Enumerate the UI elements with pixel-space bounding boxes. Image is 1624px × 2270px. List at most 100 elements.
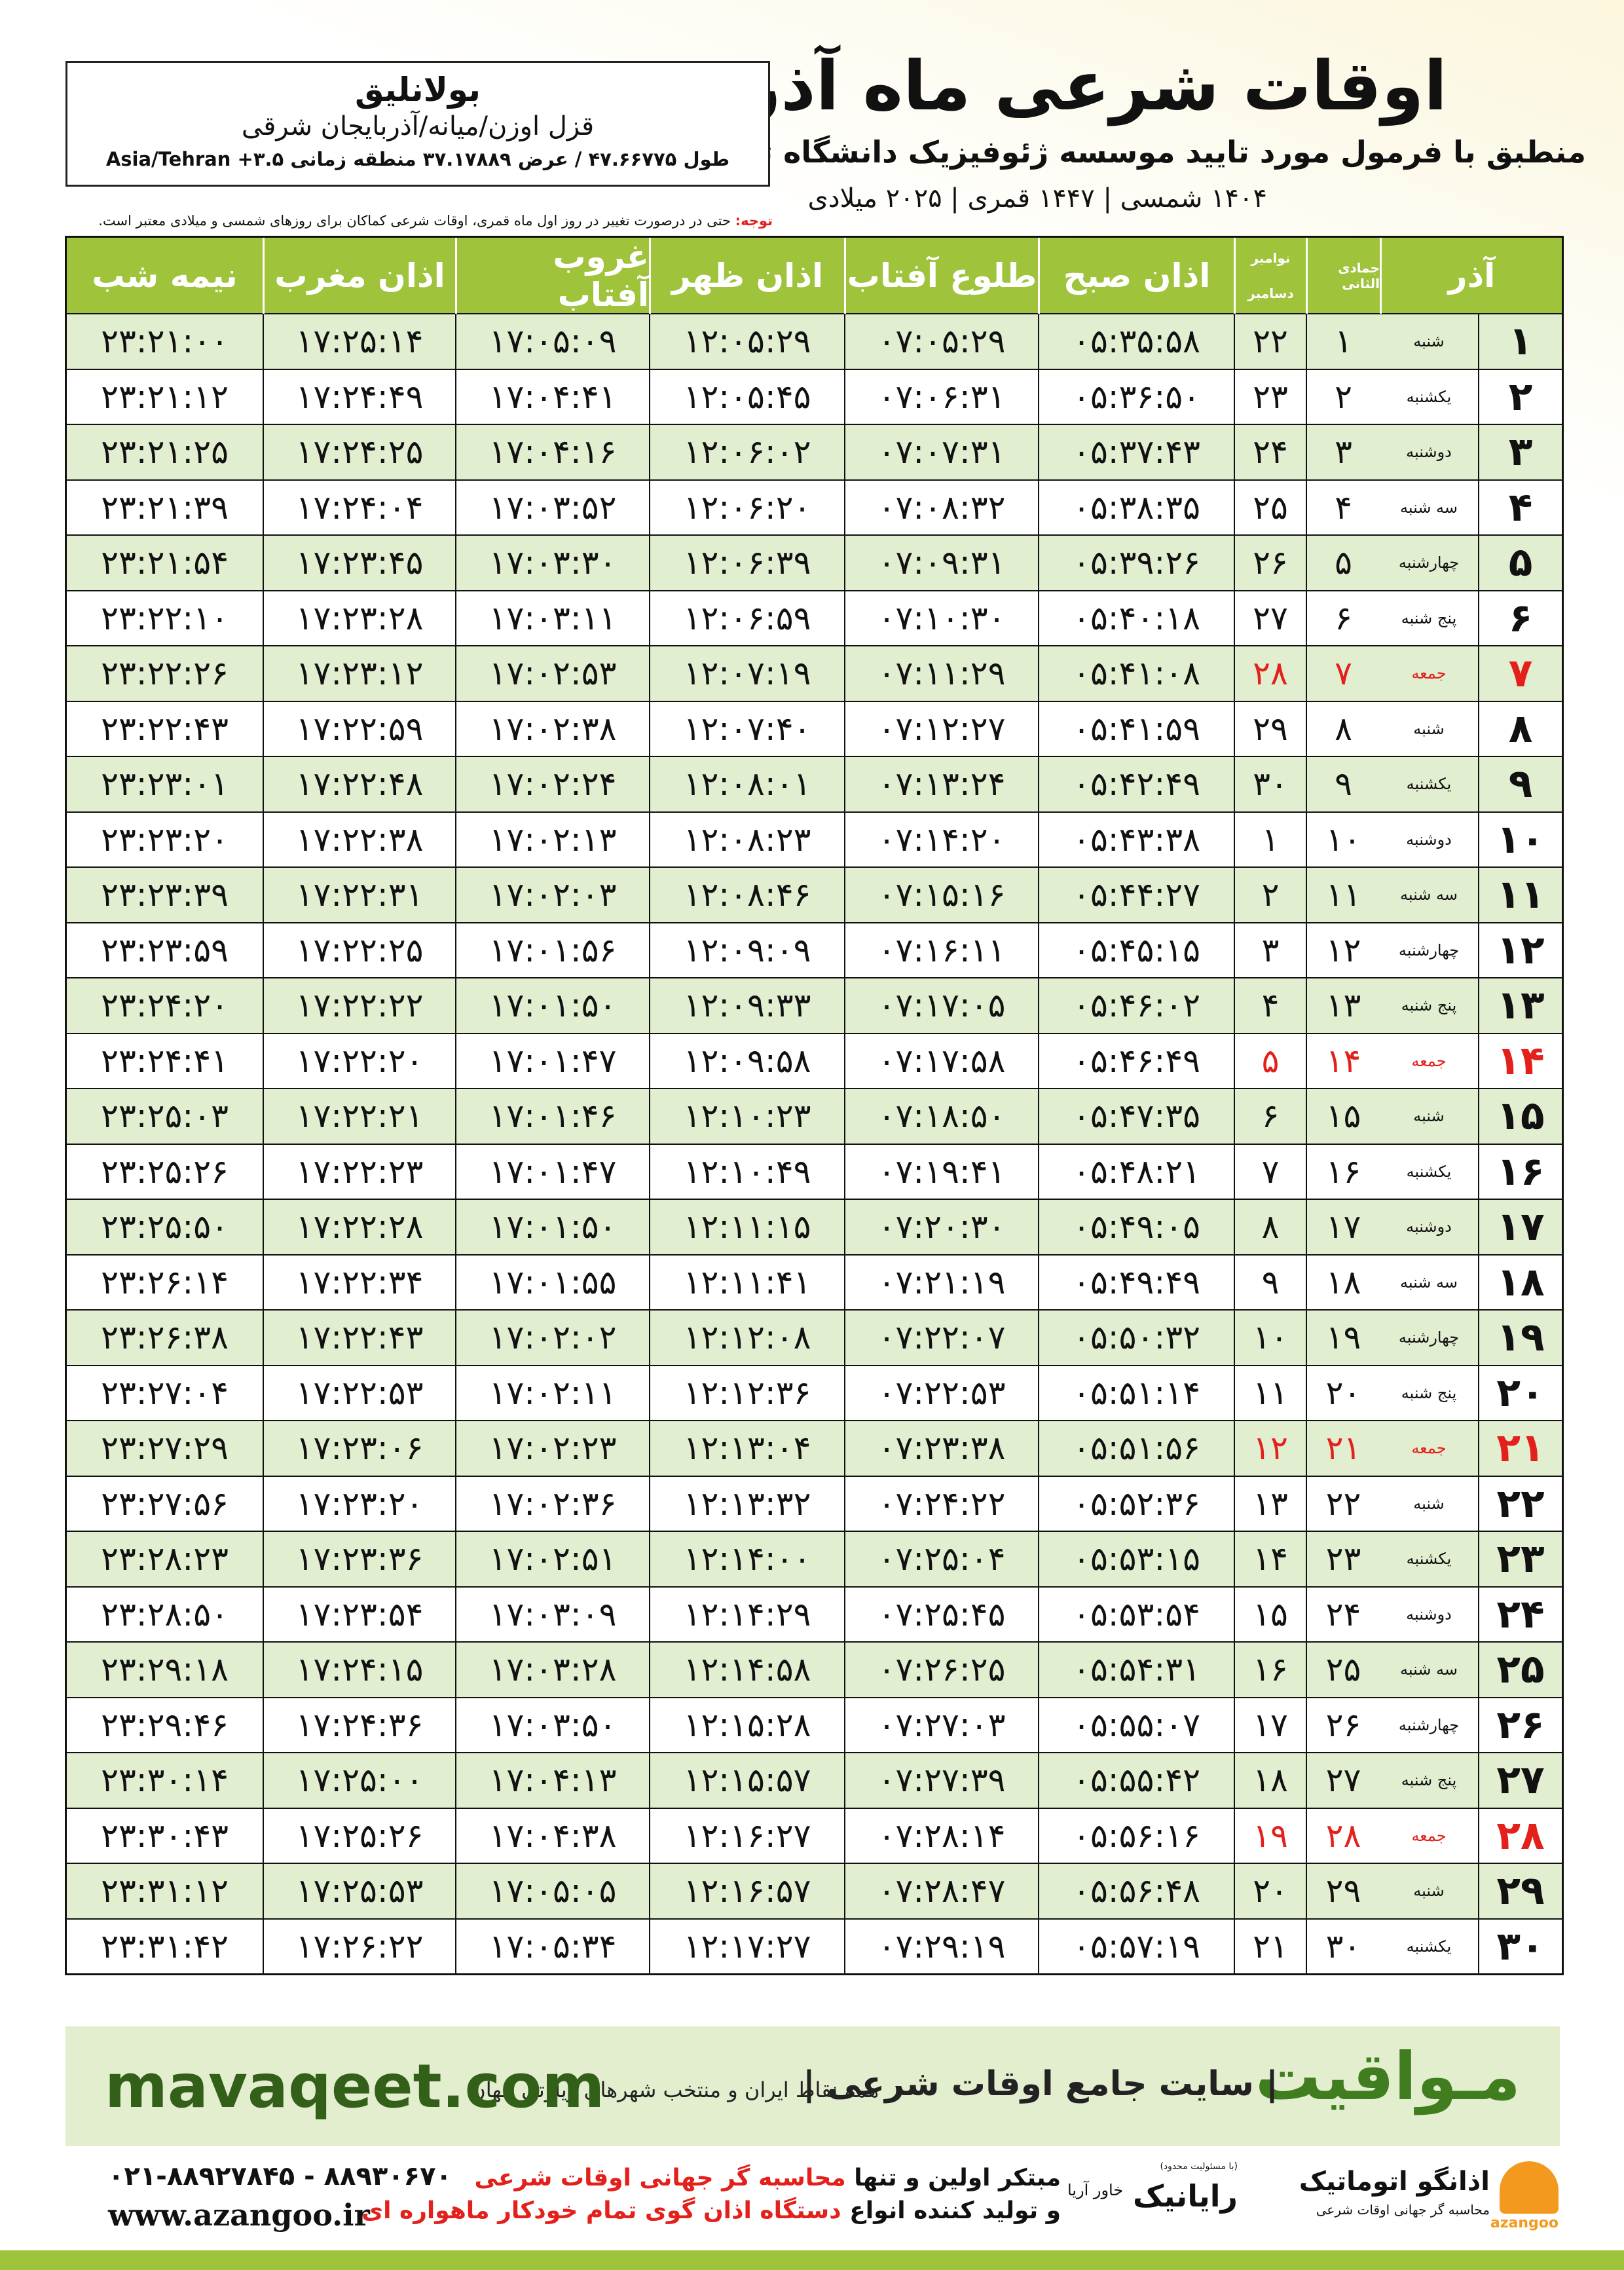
day-cell: جمعه	[1411, 1051, 1447, 1070]
table-row: ۲۶ چهارشنبه ۲۶ ۱۷ ۰۵:۵۵:۰۷ ۰۷:۲۷:۰۳ ۱۲:۱۵:۲۸ ۱۷…	[67, 1696, 1562, 1752]
time-cell: ۰۷:۲۷:۰۳	[844, 1698, 1038, 1752]
time-cell: ۰۵:۴۰:۱۸	[1038, 591, 1234, 645]
time-cell: ۰۵:۵۲:۳۶	[1038, 1476, 1234, 1531]
time-cell: ۱۷:۰۲:۱۳	[455, 812, 649, 866]
time-cell: ۱۲:۱۶:۵۷	[649, 1864, 844, 1918]
day-cell: ۱۸	[1306, 1255, 1380, 1309]
logo-text: (با مسئولیت محدود)	[1160, 2161, 1238, 2172]
time-cell: ۱۷:۲۲:۵۳	[263, 1366, 455, 1420]
day-cell: ۳	[1478, 425, 1562, 479]
time-cell: ۱۷:۲۳:۵۴	[263, 1587, 455, 1641]
time-cell: ۲۳:۲۹:۴۶	[101, 1705, 229, 1744]
time-cell: ۱۷:۰۲:۲۴	[455, 757, 649, 811]
time-cell: ۱۲:۱۵:۲۸	[649, 1698, 844, 1752]
time-cell: ۱۷:۰۱:۴۷	[455, 1144, 649, 1199]
time-cell: ۱۲:۱۰:۲۳	[649, 1089, 844, 1144]
day-cell: ۱۶	[1306, 1144, 1380, 1199]
time-cell: ۱۲:۰۷:۱۹	[649, 646, 844, 701]
header-cell: اذان ظهر	[649, 238, 844, 314]
day-cell: چهارشنبه	[1398, 1328, 1460, 1347]
time-cell: ۰۵:۳۸:۳۵	[1038, 480, 1234, 534]
time-cell: ۲۳:۳۰:۱۴	[101, 1761, 229, 1800]
time-cell: ۱۷:۰۴:۱۳	[455, 1753, 649, 1808]
time-cell: ۰۷:۰۵:۲۹	[844, 314, 1038, 369]
time-cell: ۲۳:۲۳:۳۹	[101, 876, 229, 914]
day-cell: ۱	[1478, 314, 1562, 369]
table-row: ۱۴ جمعه ۱۴ ۵ ۰۵:۴۶:۴۹ ۰۷:۱۷:۵۸ ۱۲:۰۹:۵۸ ۱۷:۰۱:۴…	[67, 1032, 1562, 1088]
website[interactable]: mavaqeet.com	[105, 2051, 605, 2121]
time-cell: ۱۷:۰۳:۳۰	[455, 536, 649, 590]
time-cell: ۰۷:۱۲:۲۷	[844, 701, 1038, 756]
day-cell: ۲۷	[1306, 1753, 1380, 1808]
table-row: ۱۲ چهارشنبه ۱۲ ۳ ۰۵:۴۵:۱۵ ۰۷:۱۶:۱۱ ۱۲:۰۹:۰۹ ۱۷:…	[67, 921, 1562, 977]
time-cell: ۰۷:۲۷:۳۹	[844, 1753, 1038, 1808]
header-cell: طلوع آفتاب	[844, 238, 1038, 314]
time-cell: ۲۳:۲۴:۲۰	[101, 986, 229, 1025]
note: توجه: حتی در درصورت تغییر در روز اول ماه…	[65, 213, 773, 229]
header-text: نوامبر	[1251, 250, 1291, 266]
header-cell: نیمه شب	[92, 257, 238, 295]
time-cell: ۰۷:۲۹:۱۹	[844, 1919, 1038, 1973]
day-cell: ۲۵	[1306, 1643, 1380, 1697]
time-cell: ۰۷:۱۱:۲۹	[844, 646, 1038, 701]
time-cell: ۰۷:۲۲:۵۳	[844, 1366, 1038, 1420]
time-cell: ۰۷:۲۵:۰۴	[844, 1532, 1038, 1586]
time-cell: ۱۲:۰۶:۰۲	[649, 425, 844, 479]
day-cell: ۱۰	[1478, 812, 1562, 866]
day-cell: ۱۲	[1478, 923, 1562, 977]
day-cell: ۱۵	[1234, 1587, 1306, 1641]
time-cell: ۲۳:۲۶:۱۴	[101, 1263, 229, 1301]
day-cell: ۲۹	[1306, 1864, 1380, 1918]
time-cell: ۱۷:۰۴:۳۸	[455, 1808, 649, 1863]
table-row: ۱۵ شنبه ۱۵ ۶ ۰۵:۴۷:۳۵ ۰۷:۱۸:۵۰ ۱۲:۱۰:۲۳ ۱۷:۰۱:۴…	[67, 1088, 1562, 1144]
day-cell: یکشنبه	[1406, 1937, 1452, 1956]
time-cell: ۱۲:۱۲:۳۶	[649, 1366, 844, 1420]
time-cell: ۰۵:۳۵:۵۸	[1038, 314, 1234, 369]
day-cell: ۶	[1234, 1089, 1306, 1144]
table-row: ۱۳ پنج شنبه ۱۳ ۴ ۰۵:۴۶:۰۲ ۰۷:۱۷:۰۵ ۱۲:۰۹:۳۳ ۱۷:…	[67, 977, 1562, 1033]
time-cell: ۰۵:۳۷:۴۳	[1038, 425, 1234, 479]
banner: مـواقیت | سایت جامع اوقات شرعی | همه نقا…	[65, 2026, 1560, 2146]
day-cell: ۲	[1234, 868, 1306, 922]
note-label: توجه:	[735, 213, 773, 229]
time-cell: ۲۳:۲۸:۲۳	[101, 1540, 229, 1578]
time-cell: ۰۷:۱۶:۱۱	[844, 923, 1038, 977]
day-cell: ۱۱	[1234, 1366, 1306, 1420]
time-cell: ۲۳:۲۹:۱۸	[101, 1650, 229, 1689]
region: قزل اوزن/میانه/آذربایجان شرقی	[241, 111, 595, 141]
time-cell: ۱۷:۲۲:۲۳	[263, 1144, 455, 1199]
day-cell: ۱۸	[1478, 1255, 1562, 1309]
day-cell: ۱	[1306, 314, 1380, 369]
day-cell: جمعه	[1411, 1439, 1447, 1458]
footer-website[interactable]: www.azangoo.ir	[108, 2197, 370, 2233]
time-cell: ۲۳:۳۱:۴۲	[101, 1927, 229, 1965]
time-cell: ۱۷:۲۶:۲۲	[263, 1919, 455, 1973]
day-cell: یکشنبه	[1406, 1550, 1452, 1569]
day-cell: ۲۹	[1478, 1864, 1562, 1918]
time-cell: ۲۳:۲۱:۰۰	[101, 322, 229, 361]
day-cell: ۹	[1306, 757, 1380, 811]
day-cell: سه شنبه	[1399, 1660, 1458, 1679]
day-cell: ۲۶	[1234, 536, 1306, 590]
time-cell: ۰۷:۰۸:۳۲	[844, 480, 1038, 534]
time-cell: ۱۲:۱۶:۲۷	[649, 1808, 844, 1863]
time-cell: ۰۵:۵۷:۱۹	[1038, 1919, 1234, 1973]
day-cell: ۱۴	[1478, 1033, 1562, 1088]
time-cell: ۱۷:۰۲:۵۳	[455, 646, 649, 701]
time-cell: ۱۷:۲۴:۲۵	[263, 425, 455, 479]
day-cell: ۲۰	[1306, 1366, 1380, 1420]
table-row: ۱۱ سه شنبه ۱۱ ۲ ۰۵:۴۴:۲۷ ۰۷:۱۵:۱۶ ۱۲:۰۸:۴۶ ۱۷:۰…	[67, 866, 1562, 922]
time-cell: ۰۷:۲۸:۱۴	[844, 1808, 1038, 1863]
day-cell: ۷	[1306, 646, 1380, 701]
time-cell: ۱۷:۰۴:۴۱	[455, 369, 649, 424]
footer-line: مبتکر اولین و تنها محاسبه گر جهانی اوقات…	[475, 2165, 1061, 2191]
time-cell: ۱۷:۲۲:۳۸	[263, 812, 455, 866]
day-cell: ۲۰	[1478, 1366, 1562, 1420]
time-cell: ۱۷:۰۵:۰۹	[455, 314, 649, 369]
day-cell: پنج شنبه	[1401, 1771, 1457, 1790]
time-cell: ۰۷:۱۵:۱۶	[844, 868, 1038, 922]
logo-text: azangoo	[1490, 2215, 1559, 2231]
day-cell: ۲۲	[1306, 1476, 1380, 1531]
day-cell: ۲۷	[1234, 591, 1306, 645]
time-cell: ۱۷:۲۵:۱۴	[263, 314, 455, 369]
